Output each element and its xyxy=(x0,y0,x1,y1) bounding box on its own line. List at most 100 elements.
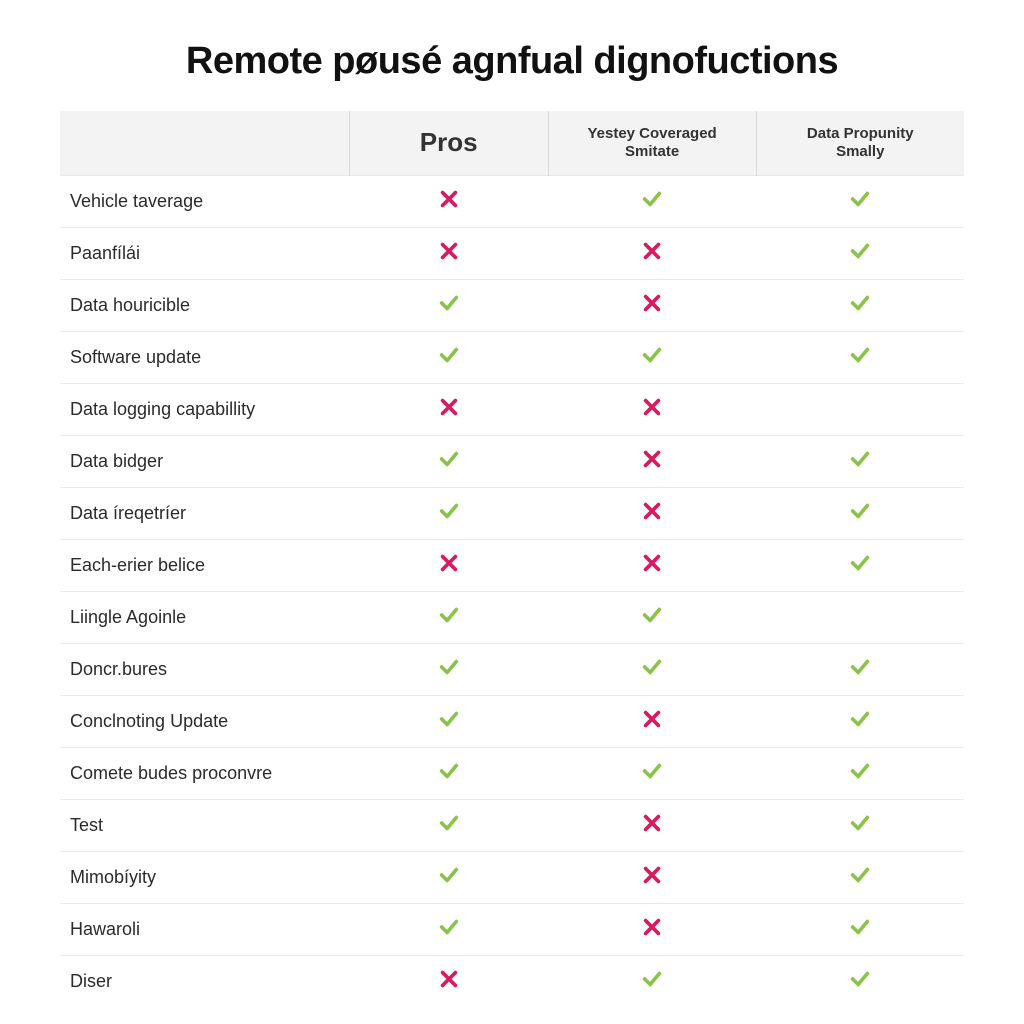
feature-label: Data houricible xyxy=(60,280,349,332)
cross-icon xyxy=(641,500,663,522)
table-row: Vehicle taverage xyxy=(60,176,964,228)
table-row: Doncr.bures xyxy=(60,644,964,696)
check-icon xyxy=(641,968,663,990)
cell-colC xyxy=(756,696,964,748)
cell-pros xyxy=(349,956,548,1008)
feature-label: Test xyxy=(60,800,349,852)
cell-colB xyxy=(548,956,756,1008)
check-icon xyxy=(849,552,871,574)
feature-label: Diser xyxy=(60,956,349,1008)
check-icon xyxy=(849,188,871,210)
cell-pros xyxy=(349,228,548,280)
feature-label: Data logging capabillity xyxy=(60,384,349,436)
cell-colC xyxy=(756,280,964,332)
cross-icon xyxy=(438,968,460,990)
feature-label: Doncr.bures xyxy=(60,644,349,696)
cell-pros xyxy=(349,592,548,644)
cell-colC xyxy=(756,852,964,904)
cell-colB xyxy=(548,904,756,956)
cross-icon xyxy=(438,240,460,262)
table-row: Test xyxy=(60,800,964,852)
check-icon xyxy=(849,292,871,314)
feature-label: Data íreqetríer xyxy=(60,488,349,540)
cell-colC xyxy=(756,176,964,228)
cell-pros xyxy=(349,904,548,956)
feature-label: Hawaroli xyxy=(60,904,349,956)
cell-colB xyxy=(548,852,756,904)
check-icon xyxy=(849,864,871,886)
cell-colB xyxy=(548,228,756,280)
header-pros: Pros xyxy=(349,111,548,176)
check-icon xyxy=(641,344,663,366)
check-icon xyxy=(438,708,460,730)
cell-pros xyxy=(349,176,548,228)
cell-colC xyxy=(756,904,964,956)
cell-colC xyxy=(756,592,964,644)
check-icon xyxy=(438,344,460,366)
header-col-c: Data Propunity Smally xyxy=(756,111,964,176)
cell-colB xyxy=(548,332,756,384)
feature-label: Vehicle taverage xyxy=(60,176,349,228)
check-icon xyxy=(849,708,871,730)
check-icon xyxy=(849,240,871,262)
cell-colB xyxy=(548,436,756,488)
cell-pros xyxy=(349,488,548,540)
table-row: Comete budes proconvre xyxy=(60,748,964,800)
cell-colB xyxy=(548,748,756,800)
feature-label: Paanfílái xyxy=(60,228,349,280)
cell-colB xyxy=(548,384,756,436)
table-row: Mimobíyity xyxy=(60,852,964,904)
header-col-b: Yestey Coveraged Smitate xyxy=(548,111,756,176)
cell-pros xyxy=(349,644,548,696)
table-row: Hawaroli xyxy=(60,904,964,956)
check-icon xyxy=(849,448,871,470)
table-row: Liingle Agoinle xyxy=(60,592,964,644)
cell-pros xyxy=(349,696,548,748)
check-icon xyxy=(849,812,871,834)
cross-icon xyxy=(641,552,663,574)
check-icon xyxy=(438,864,460,886)
cell-colB xyxy=(548,540,756,592)
header-col-b-line2: Smitate xyxy=(557,143,748,161)
cell-colB xyxy=(548,176,756,228)
check-icon xyxy=(849,500,871,522)
comparison-table: Pros Yestey Coveraged Smitate Data Propu… xyxy=(60,111,964,1007)
table-row: Data houricible xyxy=(60,280,964,332)
cell-pros xyxy=(349,280,548,332)
header-col-c-line2: Smally xyxy=(765,143,956,161)
cross-icon xyxy=(438,396,460,418)
cell-pros xyxy=(349,540,548,592)
table-row: Paanfílái xyxy=(60,228,964,280)
cross-icon xyxy=(641,240,663,262)
check-icon xyxy=(849,344,871,366)
cell-colB xyxy=(548,644,756,696)
feature-label: Conclnoting Update xyxy=(60,696,349,748)
cell-colC xyxy=(756,332,964,384)
cell-colC xyxy=(756,800,964,852)
table-header-row: Pros Yestey Coveraged Smitate Data Propu… xyxy=(60,111,964,176)
check-icon xyxy=(641,604,663,626)
feature-label: Liingle Agoinle xyxy=(60,592,349,644)
check-icon xyxy=(849,760,871,782)
table-row: Data bidger xyxy=(60,436,964,488)
cell-colC xyxy=(756,384,964,436)
cell-pros xyxy=(349,748,548,800)
feature-label: Mimobíyity xyxy=(60,852,349,904)
cell-colC xyxy=(756,436,964,488)
cell-pros xyxy=(349,384,548,436)
cell-colC xyxy=(756,748,964,800)
check-icon xyxy=(438,656,460,678)
header-col-b-line1: Yestey Coveraged xyxy=(587,125,716,142)
check-icon xyxy=(438,292,460,314)
cell-colC xyxy=(756,540,964,592)
cell-colB xyxy=(548,800,756,852)
cell-colB xyxy=(548,488,756,540)
table-row: Conclnoting Update xyxy=(60,696,964,748)
feature-label: Data bidger xyxy=(60,436,349,488)
feature-label: Each-erier belice xyxy=(60,540,349,592)
check-icon xyxy=(438,604,460,626)
check-icon xyxy=(849,968,871,990)
table-row: Diser xyxy=(60,956,964,1008)
cell-pros xyxy=(349,436,548,488)
table-row: Software update xyxy=(60,332,964,384)
